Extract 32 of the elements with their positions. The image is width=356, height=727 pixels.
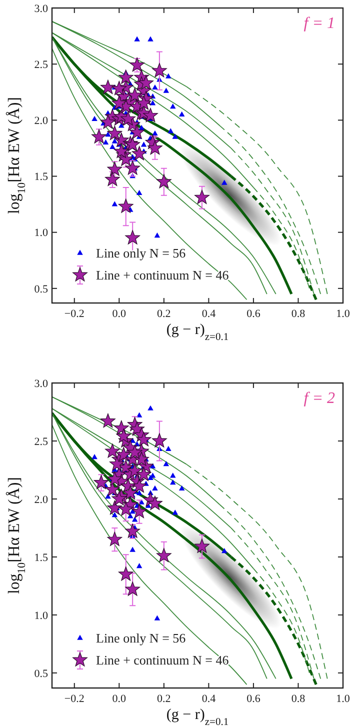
x-tick-label: −0.2 [64, 693, 84, 705]
y-tick-label: 3.0 [34, 378, 48, 390]
x-tick-label: 0.2 [157, 308, 171, 320]
x-tick-label: 0.0 [112, 308, 127, 320]
y-tick-label: 1.5 [34, 552, 48, 564]
x-tick-label: 0.2 [157, 693, 171, 705]
x-tick-label: 1.0 [336, 693, 350, 705]
y-tick-label: 1.0 [34, 227, 48, 240]
y-tick-label: 2.0 [34, 494, 48, 506]
legend-label: Line only N = 56 [96, 630, 186, 646]
x-tick-label: −0.2 [64, 308, 84, 320]
x-tick-label: 0.0 [112, 693, 127, 705]
y-tick-label: 1.5 [34, 171, 48, 184]
y-tick-label: 0.5 [34, 283, 48, 296]
y-tick-label: 1.0 [34, 610, 48, 622]
x-axis-title: (g − r)$_{z=0.1}$ [166, 322, 229, 342]
x-tick-label: 1.0 [336, 308, 350, 320]
x-tick-label: 0.8 [291, 693, 306, 705]
annotation: f = 1 [304, 15, 335, 32]
x-tick-label: 0.8 [291, 308, 306, 320]
x-tick-label: 0.4 [202, 693, 216, 705]
annotation: f = 2 [304, 390, 335, 407]
y-tick-label: 0.5 [34, 668, 48, 680]
y-tick-label: 2.5 [34, 58, 48, 71]
y-tick-label: 3.0 [34, 2, 48, 15]
y-tick-label: 2.5 [34, 436, 48, 448]
x-axis-title: (g − r)$_{z=0.1}$ [166, 707, 229, 727]
x-tick-label: 0.4 [202, 308, 216, 320]
x-tick-label: 0.6 [246, 693, 261, 705]
y-tick-label: 2.0 [34, 115, 48, 128]
legend-label: Line only N = 56 [96, 246, 186, 261]
x-tick-label: 0.6 [246, 308, 261, 320]
